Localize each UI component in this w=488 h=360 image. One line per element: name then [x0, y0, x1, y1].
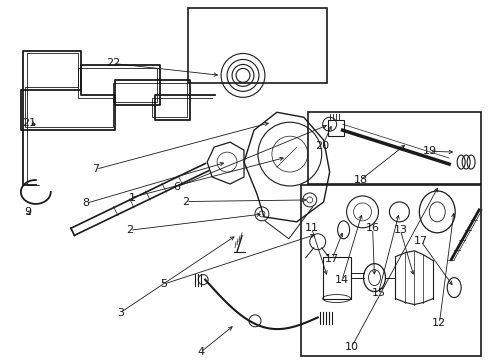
Text: 3: 3: [117, 308, 123, 318]
Text: 21: 21: [22, 118, 36, 128]
Text: 13: 13: [392, 225, 407, 235]
Text: 2: 2: [182, 197, 189, 207]
Text: 16: 16: [365, 224, 379, 233]
Text: 6: 6: [172, 182, 180, 192]
Bar: [188, 8, 326, 83]
Text: 19: 19: [422, 146, 436, 156]
Text: 20: 20: [315, 141, 329, 151]
Text: 22: 22: [105, 58, 120, 68]
Text: 14: 14: [334, 275, 348, 285]
Text: 5: 5: [160, 279, 167, 289]
Text: 10: 10: [344, 342, 358, 352]
Text: 11: 11: [304, 224, 318, 233]
Text: 8: 8: [82, 198, 90, 208]
Text: 17: 17: [325, 254, 339, 264]
Text: 7: 7: [92, 164, 99, 174]
Text: 12: 12: [431, 319, 446, 328]
Bar: [322, 257, 350, 298]
Bar: [327, 120, 343, 136]
Text: 18: 18: [353, 175, 367, 185]
Bar: [300, 185, 480, 356]
Text: 4: 4: [197, 347, 204, 357]
Text: 1: 1: [129, 193, 136, 203]
Text: 15: 15: [371, 288, 385, 298]
Bar: [307, 112, 480, 184]
Text: 9: 9: [24, 207, 31, 217]
Text: 2: 2: [126, 225, 133, 235]
Text: 17: 17: [413, 236, 427, 246]
